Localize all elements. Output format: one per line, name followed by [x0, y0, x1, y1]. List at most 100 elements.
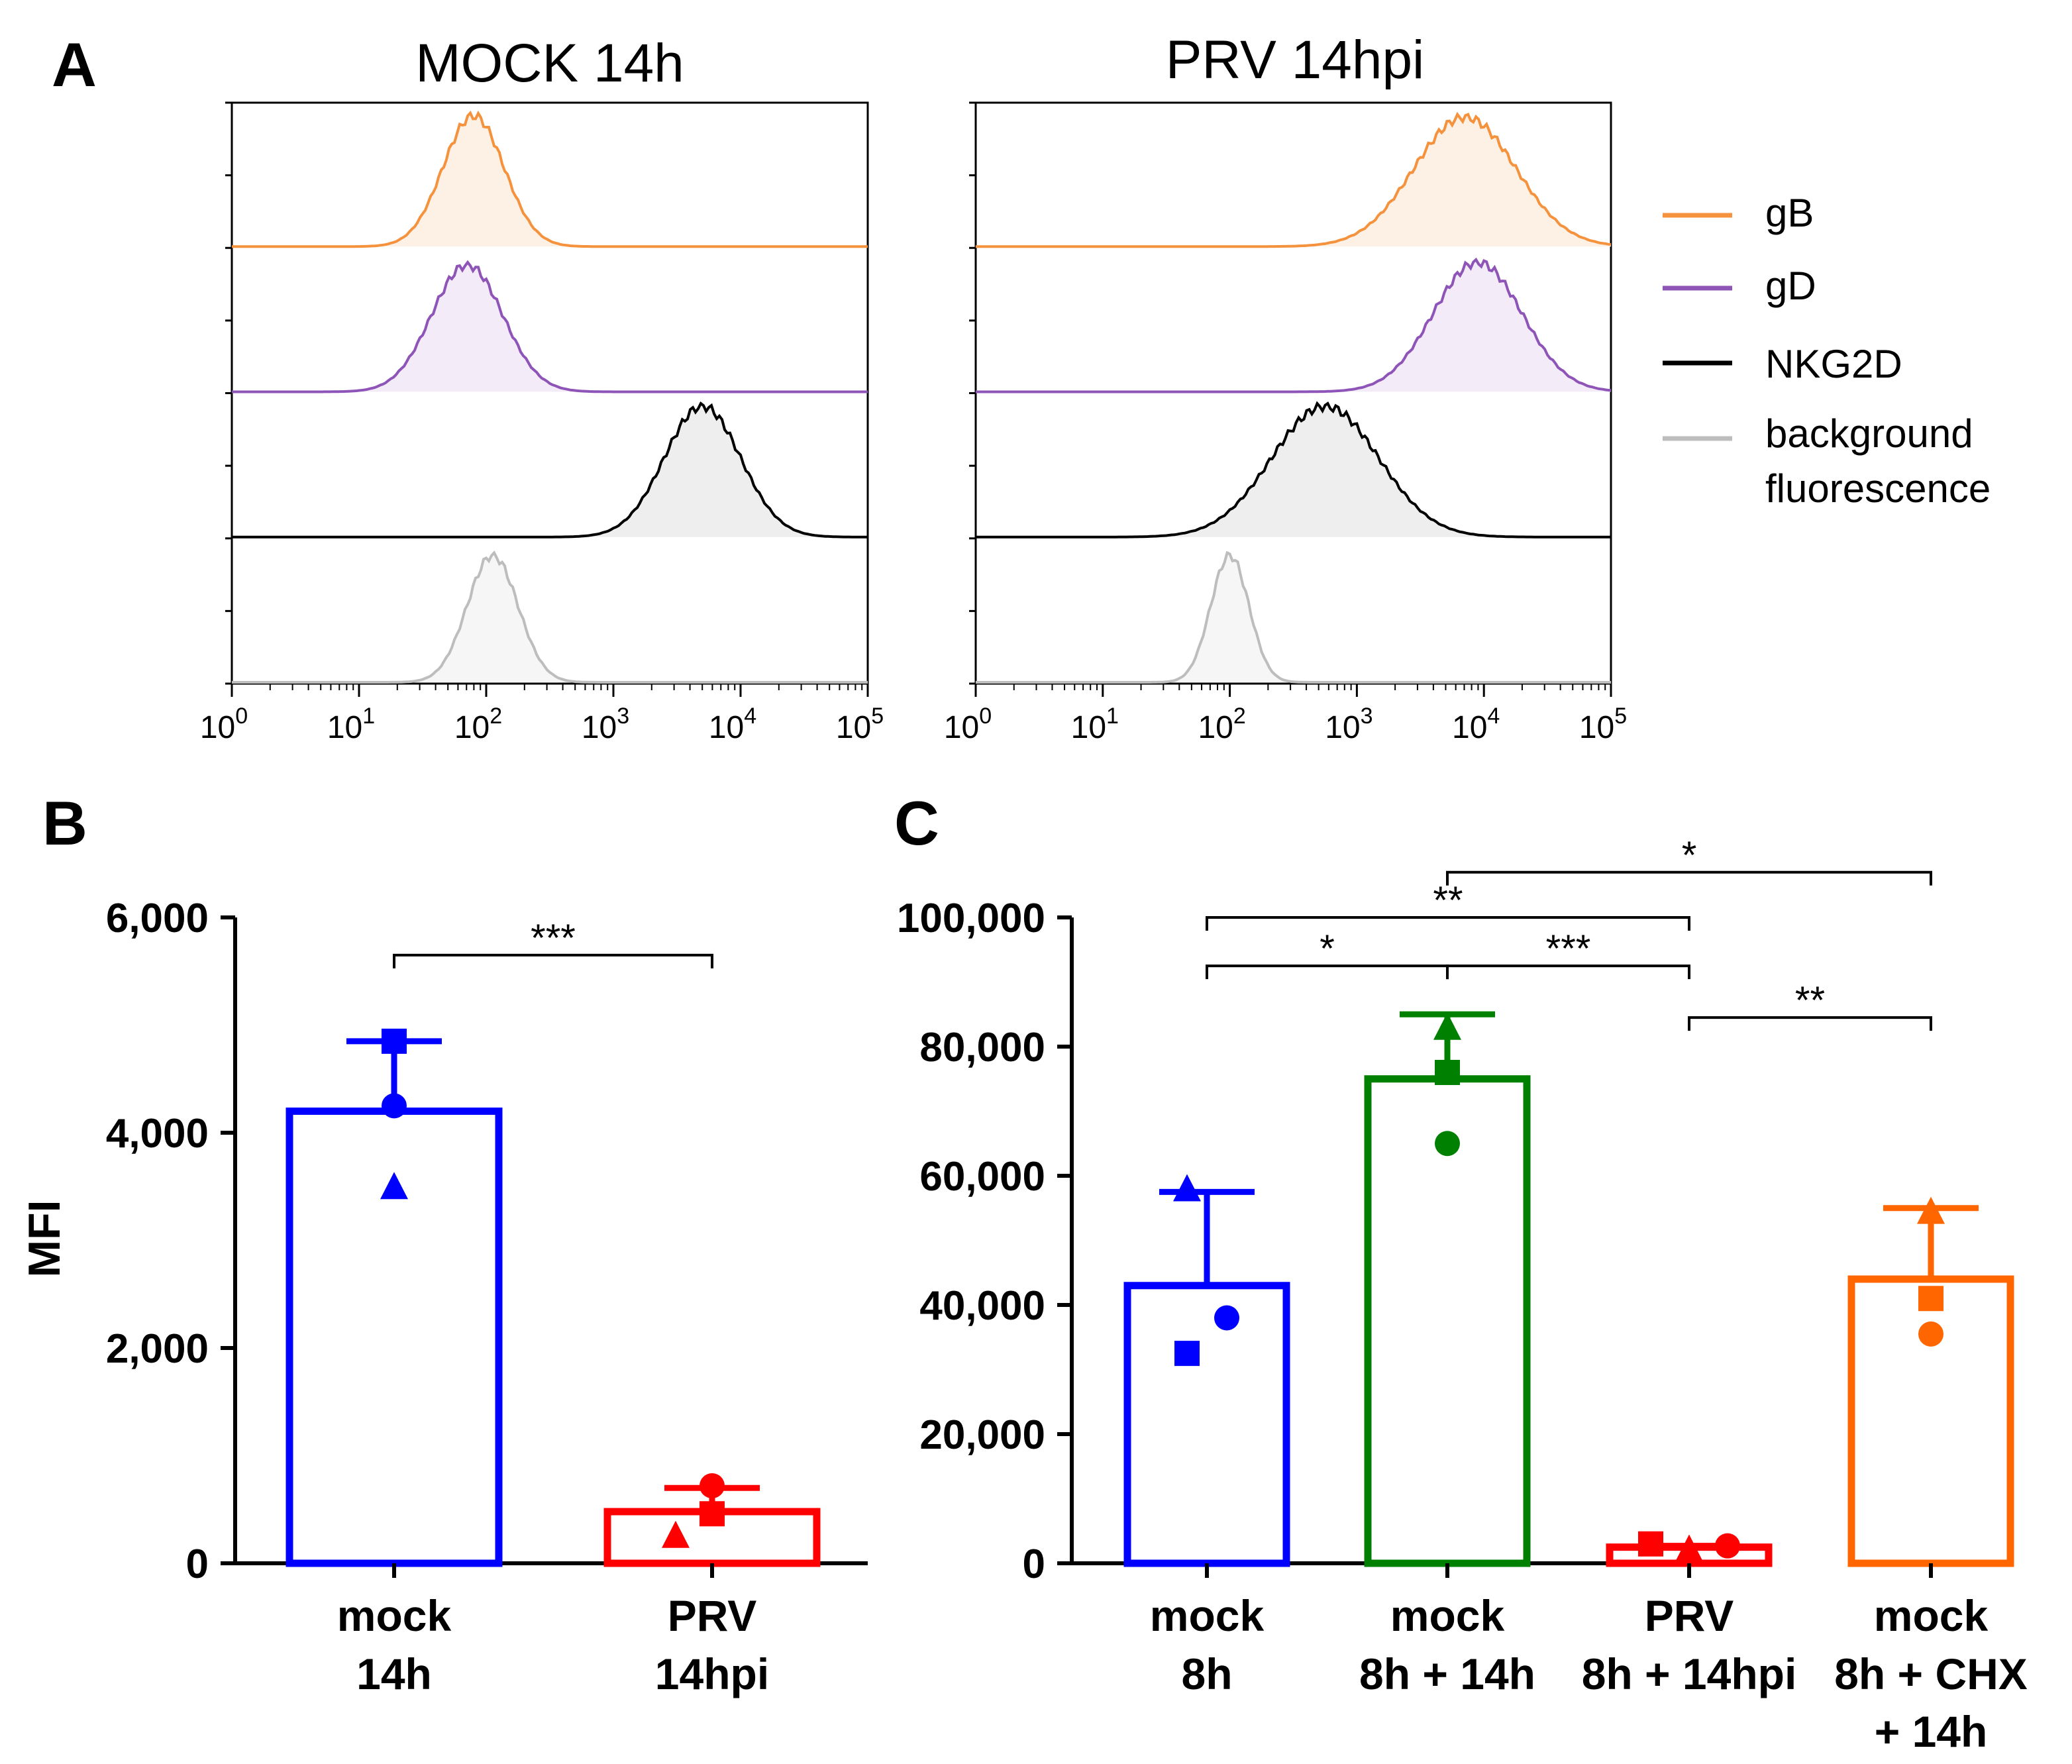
- panel-label-a: A: [52, 30, 97, 99]
- histogram-title: PRV 14hpi: [1166, 30, 1425, 90]
- histogram-line: [232, 110, 868, 248]
- x-tick-label: 102: [454, 703, 502, 745]
- x-label-line2: 8h + 14hpi: [1582, 1649, 1797, 1698]
- histogram-fill: [976, 403, 1611, 537]
- x-tick-exp: 2: [1233, 703, 1246, 729]
- histogram-fill: [232, 403, 868, 537]
- x-tick-exp: 1: [1106, 703, 1119, 729]
- x-tick-exp: 5: [1614, 703, 1627, 729]
- legend-label-nkg2d: NKG2D: [1765, 342, 1902, 386]
- significance-bracket: [1446, 964, 1690, 980]
- x-tick-exp: 3: [617, 703, 629, 729]
- point-triangle: [662, 1520, 690, 1548]
- point-square: [1435, 1060, 1460, 1085]
- legend: gB gD NKG2D background fluorescence: [1663, 191, 1991, 511]
- x-tick-exp: 0: [235, 703, 248, 729]
- point-square: [1638, 1531, 1663, 1557]
- histogram-panel-mock: MOCK 14h 100 101 102 103 104 105: [200, 33, 884, 745]
- histogram-line: [976, 257, 1612, 393]
- y-tick-label: 20,000: [919, 1412, 1045, 1458]
- x-tick-exp: 0: [979, 703, 992, 729]
- significance-bracket: [1446, 870, 1932, 886]
- x-tick-label: 104: [709, 703, 756, 745]
- point-circle: [1435, 1131, 1460, 1157]
- significance-label: **: [1433, 879, 1463, 922]
- x-tick-exp: 5: [871, 703, 884, 729]
- legend-label-gd: gD: [1765, 264, 1816, 308]
- x-tick-exp: 2: [490, 703, 502, 729]
- x-tick-base: 10: [944, 710, 979, 745]
- point-triangle: [1433, 1012, 1461, 1040]
- x-label-line1: PRV: [1645, 1591, 1734, 1640]
- point-square: [699, 1501, 725, 1527]
- y-tick-label: 6,000: [106, 896, 209, 941]
- y-tick-label: 4,000: [106, 1111, 209, 1157]
- panel-label-c: C: [894, 788, 939, 858]
- x-tick-base: 10: [327, 710, 362, 745]
- histogram-fill: [976, 259, 1611, 392]
- x-label-line2: 14h: [356, 1649, 432, 1698]
- x-label-line2: 8h + 14h: [1359, 1649, 1535, 1698]
- x-label-line1: mock: [1390, 1591, 1505, 1640]
- x-tick-base: 10: [582, 710, 617, 745]
- x-label-line1: PRV: [668, 1591, 757, 1640]
- y-tick-label: 80,000: [919, 1025, 1045, 1070]
- point-triangle: [1675, 1534, 1703, 1562]
- x-tick-exp: 4: [744, 703, 756, 729]
- histogram-title: MOCK 14h: [415, 33, 684, 93]
- significance-label: *: [1682, 834, 1697, 877]
- point-triangle: [1917, 1196, 1945, 1224]
- x-tick-base: 10: [1452, 710, 1487, 745]
- x-tick-exp: 3: [1361, 703, 1373, 729]
- x-tick-base: 10: [1198, 710, 1233, 745]
- x-tick-label: 101: [1071, 703, 1119, 745]
- y-tick-label: 60,000: [919, 1154, 1045, 1200]
- point-triangle: [380, 1172, 408, 1200]
- x-tick-label: 102: [1198, 703, 1245, 745]
- point-square: [1918, 1286, 1943, 1312]
- x-tick-base: 10: [1071, 710, 1106, 745]
- x-tick-label: 103: [1325, 703, 1373, 745]
- significance-bracket: [1688, 1016, 1932, 1031]
- significance-bracket: [393, 953, 713, 968]
- y-tick-label: 0: [1023, 1541, 1045, 1587]
- significance-bracket: [1206, 916, 1690, 931]
- x-tick-label: 100: [200, 703, 248, 745]
- point-circle: [1214, 1305, 1239, 1331]
- x-tick-label: 105: [836, 703, 884, 745]
- point-circle: [1918, 1321, 1943, 1347]
- point-square: [1174, 1341, 1200, 1367]
- histogram-line: [976, 401, 1611, 539]
- bar-chart-c: 0 20,000 40,000 60,000 80,000 100,000 mock 8h mo…: [897, 834, 2028, 1756]
- panel-label-b: B: [42, 788, 87, 858]
- x-tick-label: 105: [1579, 703, 1627, 745]
- x-tick-label: 104: [1452, 703, 1500, 745]
- histogram-line: [232, 260, 868, 393]
- y-tick-label: 100,000: [897, 896, 1045, 941]
- x-tick-base: 10: [1579, 710, 1614, 745]
- legend-label-fluorescence: fluorescence: [1765, 466, 1991, 511]
- x-tick-base: 10: [200, 710, 235, 745]
- x-label-line2: 14hpi: [655, 1649, 769, 1698]
- x-tick-base: 10: [836, 710, 871, 745]
- legend-label-background: background: [1765, 411, 1973, 456]
- histogram-line: [232, 550, 868, 684]
- point-triangle: [1173, 1174, 1201, 1202]
- x-label-line2: 8h + CHX: [1834, 1649, 2028, 1698]
- significance-label: ***: [1546, 927, 1591, 970]
- histogram-line: [976, 111, 1612, 248]
- x-tick-exp: 4: [1487, 703, 1500, 729]
- x-label-line2: 8h: [1181, 1649, 1232, 1698]
- point-circle: [382, 1093, 407, 1119]
- x-label-line1: mock: [337, 1591, 452, 1640]
- bar-chart-b: MFI 0 2,000 4,000 6,000 mock 14h PRV 14hpi ***: [19, 896, 868, 1698]
- x-label-line1: mock: [1874, 1591, 1989, 1640]
- x-tick-label: 100: [944, 703, 992, 745]
- y-tick-label: 0: [186, 1541, 209, 1587]
- y-tick-label: 40,000: [919, 1283, 1045, 1329]
- x-tick-base: 10: [454, 710, 490, 745]
- y-tick-label: 2,000: [106, 1326, 209, 1372]
- significance-label: ***: [531, 917, 576, 960]
